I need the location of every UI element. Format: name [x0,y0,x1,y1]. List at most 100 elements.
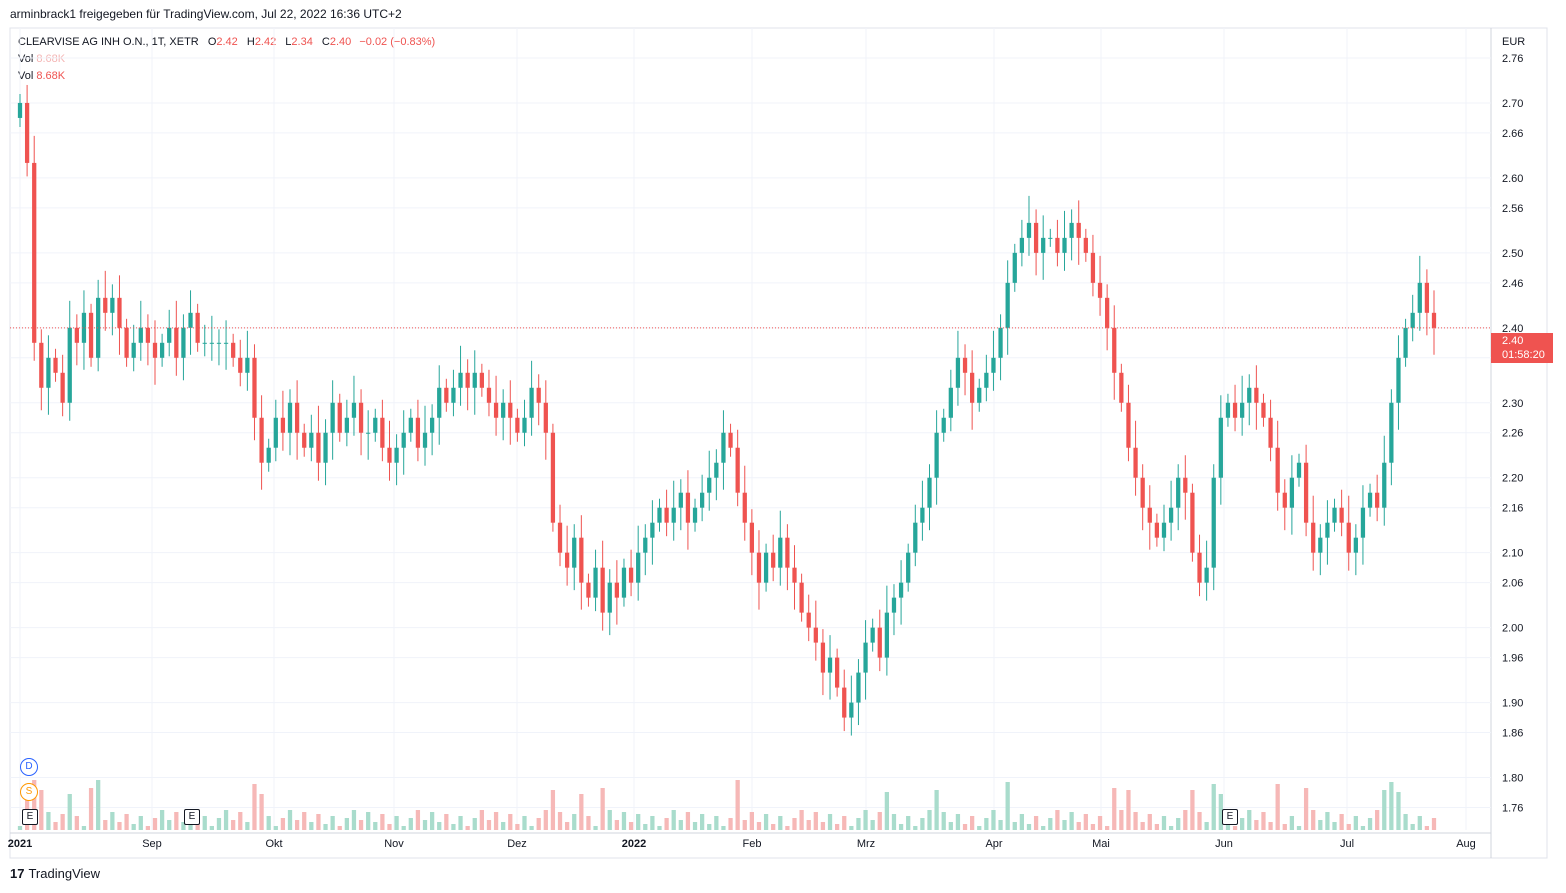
candle-body [1083,237,1088,253]
candle-body [1176,477,1181,508]
candle-body [32,162,37,343]
volume-bar [1332,822,1337,830]
volume-bar [103,820,108,830]
y-tick-label: 1.96 [1502,653,1523,665]
earnings-marker-3[interactable]: E [1222,809,1238,825]
x-tick-label: Jul [1340,838,1354,850]
volume-bar [515,824,520,830]
candle-body [479,372,484,388]
volume-bar [763,814,769,830]
candle-body [621,567,627,598]
volume-bar [46,812,51,830]
candle-body [1268,417,1273,448]
split-marker[interactable]: S [20,783,38,801]
volume-bar [1353,816,1358,830]
volume-bar [586,816,591,830]
dividend-marker[interactable]: D [20,758,38,776]
candle-body [984,372,989,388]
earnings-marker-2[interactable]: E [184,809,200,825]
volume-bar [32,780,37,830]
candle-body [614,582,619,598]
candle-body [771,552,776,568]
candle-body [707,477,712,493]
volume-bar [650,816,655,830]
volume-bar [508,814,513,830]
candle-body [1431,312,1437,328]
candle-body [664,507,669,523]
candle-body [252,357,257,418]
candle-body [1346,522,1351,553]
candle-body [529,387,534,418]
y-tick-label: 2.10 [1502,548,1523,560]
volume-bar [294,820,300,830]
candle-body [891,597,897,613]
candle-body [785,537,790,568]
volume-bar [756,822,762,830]
candle-body [266,447,271,463]
candle-body [465,372,470,388]
y-tick-label: 2.56 [1502,203,1523,215]
volume-bar [380,814,385,830]
shared-by-line: arminbrack1 freigegeben für TradingView.… [10,7,402,21]
candle-body [245,357,250,373]
volume-bar [1424,826,1430,830]
volume-bar [401,826,406,830]
volume-bar [195,824,200,830]
candle-body [849,702,854,718]
volume-bar [167,820,172,830]
volume-bar [799,810,804,830]
candle-body [778,537,783,568]
candle-body [1069,222,1074,238]
symbol-name[interactable]: CLEARVISE AG INH O.N., 1T, XETR [18,36,199,48]
volume-bar [209,826,214,830]
candle-body [1289,477,1295,508]
candle-body [74,327,79,343]
candle-body [856,672,861,703]
candle-body [1296,462,1302,478]
volume-bar [1005,782,1010,830]
candle-body [1190,492,1195,553]
candle-body [1090,252,1096,283]
volume-bar [96,780,101,830]
tradingview-footer[interactable]: 17 TradingView [10,866,100,881]
candle-body [1367,492,1373,508]
volume-bar [1367,818,1373,830]
candle-body [273,417,278,448]
volume-bar [977,826,982,830]
candle-body [209,342,214,344]
volume-bar [621,812,627,830]
volume-bar [145,826,151,830]
volume-bar [501,822,506,830]
candle-body [600,567,605,613]
volume-bar [1339,814,1344,830]
volume-bar [110,812,115,830]
volume-bar [970,816,975,830]
volume-row-1[interactable]: Vol 8.68K [18,51,435,68]
x-tick-label: Apr [985,838,1002,850]
volume-bar [842,816,847,830]
volume-bar [1204,822,1209,830]
candle-body [522,417,527,433]
candle-body [486,387,492,403]
y-tick-label: 2.26 [1502,428,1523,440]
candle-body [906,552,911,583]
volume-bar [174,812,179,830]
candle-body [721,432,726,463]
volume-bar [1019,814,1025,830]
close-label: C [321,36,330,48]
candle-body [302,432,307,448]
volume-bar [1431,818,1437,830]
volume-bar [451,824,456,830]
volume-bar [1176,818,1181,830]
volume-bar [835,824,840,830]
earnings-marker-1[interactable]: E [22,809,38,825]
candle-body [536,387,541,403]
volume-bar [1296,826,1302,830]
volume-bar [941,812,946,830]
volume-bar [678,820,683,830]
volume-bar [366,812,371,830]
volume-bar [415,810,421,830]
volume-row-2[interactable]: Vol 8.68K [18,68,435,85]
y-tick-label: 1.76 [1502,803,1523,815]
